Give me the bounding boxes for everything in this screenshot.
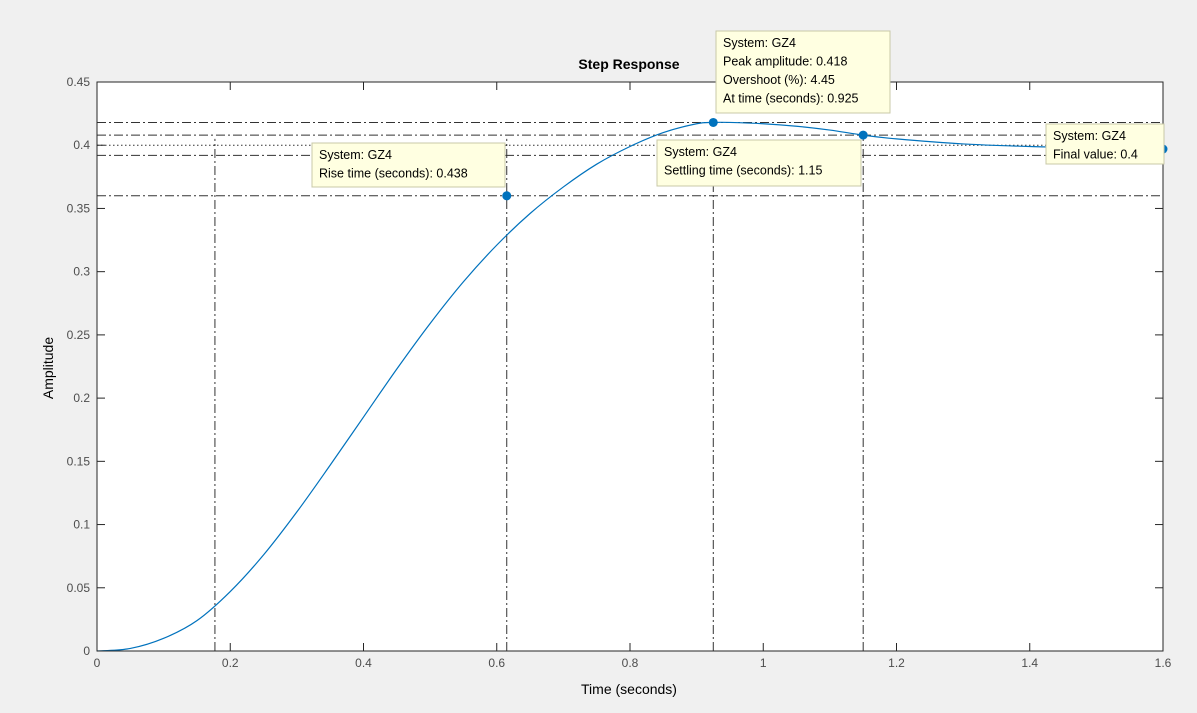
datatip-line: Rise time (seconds): 0.438 (319, 167, 468, 181)
datatip-box (1045, 123, 1165, 165)
chart-title: Step Response (578, 56, 679, 72)
data-marker[interactable] (858, 130, 868, 140)
y-tick-label: 0 (83, 644, 90, 658)
x-tick-label: 0.4 (355, 656, 372, 670)
y-axis-label: Amplitude (40, 337, 56, 399)
reference-lines (97, 121, 1163, 651)
datatip-line: System: GZ4 (664, 145, 737, 159)
x-axis-label: Time (seconds) (581, 681, 677, 697)
y-tick-label: 0.45 (67, 75, 91, 89)
marker-layer[interactable] (502, 117, 1168, 201)
x-tick-label: 1.2 (888, 656, 905, 670)
x-tick-label: 0 (94, 656, 101, 670)
y-tick-label: 0.2 (73, 391, 90, 405)
datatip-annotation: System: GZ4 Rise time (seconds): 0.438 (311, 142, 506, 188)
y-tick-label: 0.35 (67, 201, 91, 215)
datatip-annotation: System: GZ4 Peak amplitude: 0.418 Overshoo… (715, 30, 891, 114)
datatip-box (656, 139, 862, 187)
datatip-box (311, 142, 506, 188)
datatip-line: System: GZ4 (723, 36, 796, 50)
x-tick-label: 1.6 (1155, 656, 1172, 670)
y-tick-label: 0.05 (67, 581, 91, 595)
axis-ticks: 0 0.2 0.4 0.6 0.8 1 1.2 1.4 1.6 0 0.05 0.1 0.15 0.2 0.… (67, 75, 1172, 670)
data-marker[interactable] (502, 191, 512, 201)
datatip-box (715, 30, 891, 114)
datatip-line: Settling time (seconds): 1.15 (664, 164, 822, 178)
y-tick-label: 0.1 (73, 518, 90, 532)
x-tick-label: 0.8 (622, 656, 639, 670)
y-tick-label: 0.4 (73, 138, 90, 152)
x-tick-label: 0.2 (222, 656, 239, 670)
x-tick-label: 1.4 (1021, 656, 1038, 670)
x-tick-label: 0.6 (488, 656, 505, 670)
datatip-line: Final value: 0.4 (1053, 148, 1138, 162)
datatip-line: System: GZ4 (1053, 129, 1126, 143)
datatip-line: Overshoot (%): 4.45 (723, 73, 835, 87)
y-tick-label: 0.15 (67, 454, 91, 468)
datatip-annotation: System: GZ4 Final value: 0.4 (1045, 123, 1165, 165)
datatip-line: System: GZ4 (319, 148, 392, 162)
response-curve-layer (96, 121, 1164, 652)
x-tick-label: 1 (760, 656, 767, 670)
datatip-annotation: System: GZ4 Settling time (seconds): 1.15 (656, 139, 862, 187)
y-tick-label: 0.3 (73, 265, 90, 279)
datatip-line: Peak amplitude: 0.418 (723, 55, 847, 69)
plot-area-background (97, 82, 1163, 651)
response-curve (96, 121, 1164, 652)
y-tick-label: 0.25 (67, 328, 91, 342)
data-marker[interactable] (708, 117, 718, 127)
datatip-line: At time (seconds): 0.925 (723, 92, 859, 106)
